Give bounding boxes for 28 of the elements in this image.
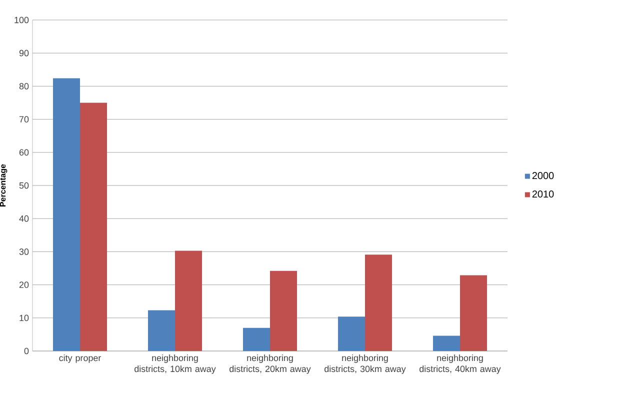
x-tick-label: city proper (59, 354, 102, 363)
y-tick-label: 50 (19, 182, 29, 189)
y-tick-label: 30 (19, 248, 29, 255)
y-tick-label: 40 (19, 215, 29, 222)
x-tick-label: neighboring districts, 30km away (324, 354, 406, 374)
y-tick-label: 80 (19, 83, 29, 90)
y-tick-label: 90 (19, 50, 29, 56)
bar (80, 102, 107, 351)
x-tick-label: neighboring districts, 20km away (230, 354, 311, 374)
legend-label: 2010 (532, 190, 554, 198)
bar (148, 310, 175, 351)
y-tick-label: 70 (19, 116, 29, 122)
x-tick-label: neighboring districts, 10km away (134, 354, 216, 374)
bar (365, 254, 392, 351)
bar (53, 78, 80, 351)
y-tick-label: 20 (19, 282, 29, 288)
x-tick-label: neighboring districts, 40km away (420, 354, 501, 374)
bar (175, 250, 202, 351)
bar (243, 328, 270, 351)
legend-label: 2000 (532, 172, 554, 180)
bar (270, 270, 297, 351)
y-tick-label: 100 (14, 16, 29, 24)
y-tick-label: 0 (24, 348, 29, 354)
y-tick-label: 60 (19, 149, 29, 156)
bar (338, 316, 365, 351)
bar (460, 275, 488, 351)
y-tick-label: 10 (20, 314, 29, 322)
bar (433, 336, 460, 351)
